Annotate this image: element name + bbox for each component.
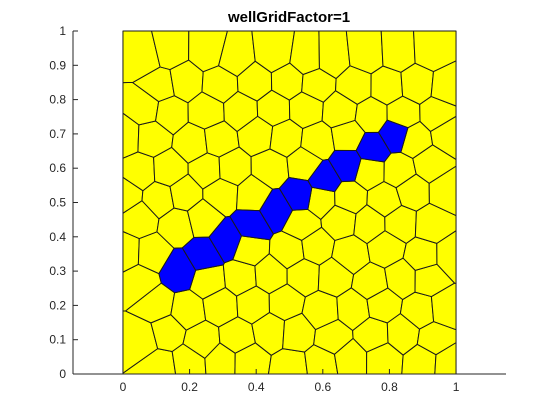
y-tick-label: 0.9: [49, 58, 66, 72]
grid-cell: [370, 65, 404, 106]
well-cell: [378, 119, 409, 154]
y-tick-label: 0.2: [49, 298, 66, 312]
y-tick-label: 0.8: [49, 93, 66, 107]
x-tick-label: 0.8: [381, 380, 398, 394]
axes: 0 0.2 0.4 0.6 0.8 1 0 0.1 0.2 0.3 0.4 0.5 0.6 0.7 0.8 0…: [49, 24, 506, 394]
grid-cell: [413, 30, 457, 73]
y-tick-label: 0.1: [49, 333, 66, 347]
y-tick-label: 0.6: [49, 161, 66, 175]
y-tick-label: 0.7: [49, 127, 66, 141]
x-tick-label: 0: [120, 380, 127, 394]
grid-cell: [436, 230, 457, 284]
x-tick-label: 0.2: [181, 380, 198, 394]
cells-layer: [122, 30, 457, 375]
grid-cell: [380, 30, 416, 73]
well-cells-layer: [158, 119, 409, 294]
y-tick-label: 0.5: [49, 196, 66, 210]
x-tick-label: 1: [453, 380, 460, 394]
y-tick-label: 0: [59, 367, 66, 381]
x-tick-label: 0.6: [314, 380, 331, 394]
y-tick-label: 1: [59, 24, 66, 38]
y-tick-label: 0.4: [49, 230, 66, 244]
chart-title: wellGridFactor=1: [227, 9, 350, 26]
y-tick-label: 0.3: [49, 264, 66, 278]
well-cell: [158, 247, 197, 294]
x-tick-label: 0.4: [248, 380, 265, 394]
